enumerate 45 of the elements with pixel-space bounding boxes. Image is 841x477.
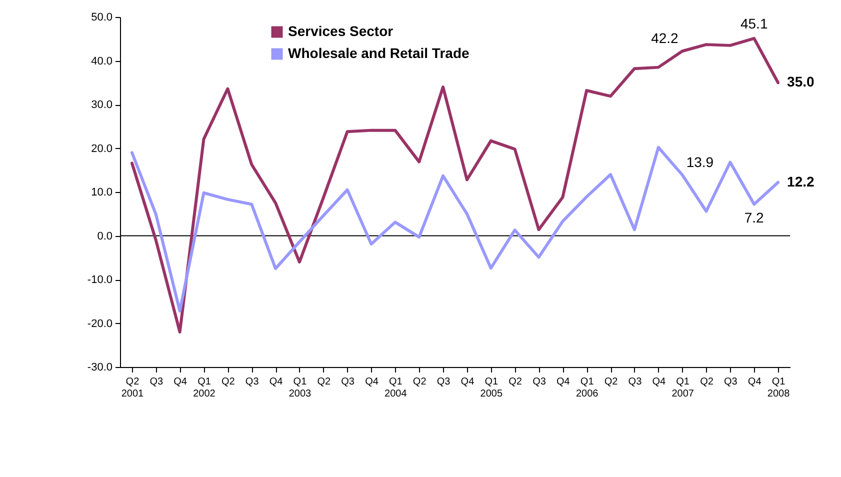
- y-tick-label: -20.0: [87, 318, 112, 330]
- x-tick-label: Q3: [245, 376, 260, 388]
- x-tick-label: Q1 2008: [767, 376, 790, 400]
- x-tick-label: Q3: [341, 376, 355, 388]
- data-label: 42.2: [651, 30, 679, 46]
- y-tick-label: 50.0: [91, 12, 112, 24]
- x-tick-label: Q2 2001: [121, 376, 144, 400]
- x-tick-label: Q1 2003: [288, 376, 312, 400]
- x-tick-label: Q2: [508, 376, 522, 388]
- y-tick-label: 30.0: [91, 99, 112, 111]
- x-tick-label: Q2: [317, 376, 331, 388]
- x-tick-label: Q2: [700, 376, 714, 388]
- x-tick-label: Q2: [412, 376, 427, 388]
- legend-label: Wholesale and Retail Trade: [288, 45, 470, 61]
- x-tick-label: Q1 2007: [672, 376, 694, 400]
- data-label: 13.9: [686, 154, 714, 170]
- data-label: 35.0: [787, 74, 814, 90]
- x-tick-label: Q2: [604, 376, 618, 388]
- x-tick-label: Q1 2002: [193, 376, 216, 400]
- x-tick-label: Q1 2004: [384, 376, 408, 400]
- x-tick-label: Q4: [365, 376, 379, 388]
- x-tick-label: Q4: [652, 376, 666, 388]
- x-tick-label: Q4: [174, 376, 188, 388]
- legend-label: Services Sector: [288, 23, 394, 39]
- x-tick-label: Q4: [269, 376, 284, 388]
- x-tick-label: Q4: [460, 376, 475, 388]
- x-tick-label: Q1 2006: [576, 376, 599, 400]
- x-tick-label: Q3: [150, 376, 164, 388]
- y-tick-label: 10.0: [91, 186, 112, 198]
- y-tick-label: 0.0: [97, 230, 112, 242]
- y-tick-label: -10.0: [87, 274, 112, 286]
- x-tick-label: Q3: [436, 376, 451, 388]
- x-tick-label: Q3: [628, 376, 642, 388]
- data-label: 7.2: [744, 209, 764, 226]
- y-tick-label: 20.0: [91, 142, 112, 155]
- x-tick-label: Q4: [556, 376, 570, 388]
- x-tick-label: Q3: [724, 376, 738, 388]
- y-tick-label: 40.0: [91, 55, 112, 68]
- data-label: 12.2: [787, 173, 814, 190]
- y-tick-label: -30.0: [87, 362, 112, 374]
- x-tick-label: Q1 2005: [480, 376, 503, 400]
- data-label: 45.1: [740, 15, 768, 32]
- x-tick-label: Q3: [532, 376, 546, 388]
- x-tick-label: Q4: [748, 376, 762, 388]
- x-tick-label: Q2: [222, 376, 236, 388]
